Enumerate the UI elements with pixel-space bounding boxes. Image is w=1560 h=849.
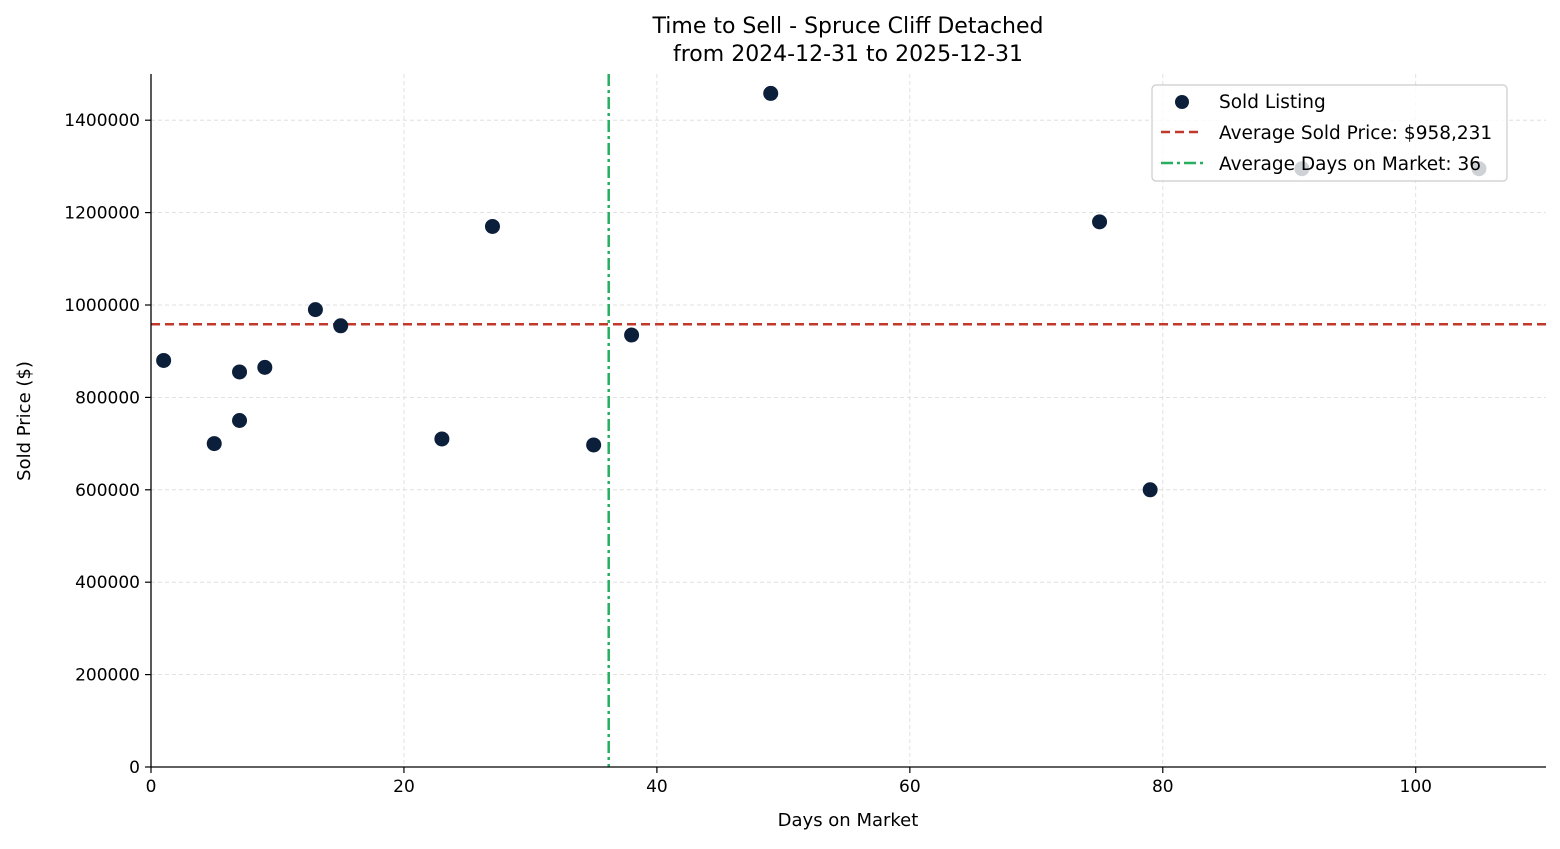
legend-marker-sold-listing [1175, 95, 1189, 109]
grid [151, 74, 1546, 767]
y-axis-label: Sold Price ($) [14, 361, 35, 481]
y-tick-label: 800000 [75, 388, 140, 408]
data-point [232, 364, 248, 380]
x-axis-ticks: 0 20 40 60 80 100 [146, 767, 1432, 797]
data-point [257, 359, 273, 375]
data-point [484, 218, 500, 234]
x-tick-label: 20 [393, 777, 415, 797]
data-point [1142, 482, 1158, 498]
reference-lines [151, 74, 1546, 767]
y-tick-label: 0 [129, 758, 140, 778]
x-tick-label: 100 [1400, 777, 1432, 797]
y-tick-label: 1200000 [64, 204, 140, 224]
x-tick-label: 60 [899, 777, 921, 797]
data-point [307, 302, 323, 318]
data-point [763, 85, 779, 101]
y-tick-label: 400000 [75, 573, 140, 593]
y-tick-label: 600000 [75, 481, 140, 501]
legend-box [1151, 84, 1508, 182]
legend-label-avg-days: Average Days on Market: 36 [1219, 154, 1481, 175]
y-tick-label: 1400000 [64, 111, 140, 131]
legend-label-sold-listing: Sold Listing [1219, 92, 1326, 113]
legend-label-avg-price: Average Sold Price: $958,231 [1219, 123, 1492, 144]
y-tick-label: 200000 [75, 666, 140, 686]
legend: Sold Listing Average Sold Price: $958,23… [1151, 84, 1508, 182]
x-tick-label: 0 [146, 777, 157, 797]
data-point [1092, 214, 1108, 230]
x-axis-label: Days on Market [778, 810, 919, 831]
data-point [232, 413, 248, 428]
data-point [206, 436, 222, 452]
data-point [586, 437, 602, 453]
chart-subtitle: from 2024-12-31 to 2025-12-31 [673, 42, 1023, 67]
y-tick-label: 1000000 [64, 296, 140, 316]
data-point [624, 327, 640, 343]
x-tick-label: 40 [646, 777, 668, 797]
y-axis-ticks: 0 200000 400000 600000 800000 1000000 1200000 1… [64, 111, 151, 778]
x-tick-label: 80 [1152, 777, 1174, 797]
data-point [156, 352, 172, 368]
chart-title: Time to Sell - Spruce Cliff Detached [652, 14, 1044, 39]
data-point [434, 431, 450, 447]
data-point [333, 318, 349, 334]
